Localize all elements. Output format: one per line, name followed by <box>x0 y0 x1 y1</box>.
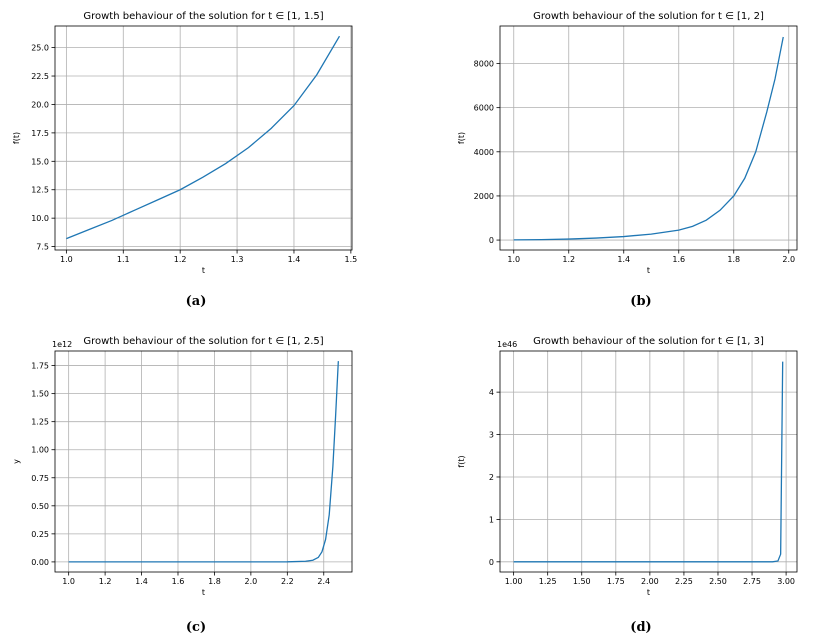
panel-caption: (d) <box>630 620 651 635</box>
x-tick-label: 1.50 <box>573 577 591 586</box>
x-tick-label: 2.00 <box>641 577 659 586</box>
y-tick-label: 12.5 <box>31 186 49 195</box>
y-tick-label: 1.75 <box>31 362 49 371</box>
y-tick-label: 3 <box>489 431 494 440</box>
series-line <box>513 36 784 241</box>
panel-caption: (b) <box>630 294 651 309</box>
y-tick-label: 0.50 <box>31 502 49 511</box>
x-axis-label: t <box>202 266 205 275</box>
x-tick-label: 2.0 <box>245 577 258 586</box>
y-tick-label: 2 <box>489 473 494 482</box>
x-tick-label: 1.2 <box>174 255 187 264</box>
x-tick-label: 1.3 <box>231 255 244 264</box>
y-tick-label: 1.50 <box>31 390 49 399</box>
y-tick-label: 0 <box>489 558 494 567</box>
series-line <box>66 35 341 240</box>
x-tick-label: 2.2 <box>281 577 294 586</box>
plot-frame <box>54 350 353 573</box>
y-tick-label: 4 <box>489 388 494 397</box>
y-tick-label: 8000 <box>474 60 494 69</box>
plot-frame <box>499 25 798 251</box>
plot-frame <box>499 350 798 573</box>
y-tick-label: 6000 <box>474 104 494 113</box>
chart-panel-c: 1.0 1.2 1.4 1.6 1.8 2.0 2.2 2.4 0.00 0.25 0.50 0.75… <box>12 336 353 635</box>
y-tick-label: 4000 <box>474 148 494 157</box>
y-axis-label: f(t) <box>457 132 466 144</box>
x-tick-label: 1.25 <box>539 577 557 586</box>
chart-title: Growth behaviour of the solution for t ∈… <box>533 336 764 347</box>
x-tick-label: 2.75 <box>743 577 761 586</box>
x-tick-label: 1.4 <box>135 577 148 586</box>
x-tick-label: 2.4 <box>317 577 330 586</box>
plot-frame <box>54 25 353 251</box>
x-tick-label: 2.0 <box>782 255 795 264</box>
x-tick-label: 1.0 <box>507 255 520 264</box>
x-axis-label: t <box>647 588 650 597</box>
y-tick-label: 0 <box>489 236 494 245</box>
y-tick-label: 7.5 <box>36 243 49 252</box>
x-tick-label: 2.50 <box>709 577 727 586</box>
y-tick-label: 17.5 <box>31 129 49 138</box>
y-tick-label: 1.00 <box>31 446 49 455</box>
series-line <box>68 361 339 563</box>
y-offset-text: 1e12 <box>52 340 72 349</box>
panel-caption: (a) <box>186 294 207 309</box>
y-axis-label: y <box>12 459 21 464</box>
series-line <box>513 361 784 563</box>
x-tick-label: 3.00 <box>777 577 795 586</box>
y-axis-label: f(t) <box>457 455 466 467</box>
y-offset-text: 1e46 <box>497 340 517 349</box>
x-tick-label: 1.4 <box>617 255 630 264</box>
chart-panel-b: 1.0 1.2 1.4 1.6 1.8 2.0 0 2000 4000 6000 8000 Growt… <box>457 11 798 309</box>
chart-panel-d: 1.00 1.25 1.50 1.75 2.00 2.25 2.50 2.75 3.00 0 1 2 3… <box>457 336 798 635</box>
y-tick-label: 22.5 <box>31 72 49 81</box>
x-tick-label: 1.5 <box>344 255 357 264</box>
x-tick-label: 1.6 <box>172 577 185 586</box>
chart-title: Growth behaviour of the solution for t ∈… <box>533 11 764 22</box>
y-tick-label: 1 <box>489 515 494 524</box>
y-tick-label: 0.00 <box>31 558 49 567</box>
y-tick-label: 1.25 <box>31 418 49 427</box>
x-tick-label: 1.2 <box>99 577 112 586</box>
x-tick-label: 1.0 <box>60 255 73 264</box>
chart-title: Growth behaviour of the solution for t ∈… <box>83 11 323 22</box>
y-tick-label: 15.0 <box>31 157 49 166</box>
x-tick-label: 2.25 <box>675 577 693 586</box>
y-tick-label: 0.75 <box>31 474 49 483</box>
x-tick-label: 1.6 <box>672 255 685 264</box>
y-tick-label: 2000 <box>474 192 494 201</box>
x-axis-label: t <box>202 588 205 597</box>
y-tick-label: 10.0 <box>31 214 49 223</box>
x-axis-label: t <box>647 266 650 275</box>
x-tick-label: 1.4 <box>288 255 301 264</box>
x-tick-label: 1.75 <box>607 577 625 586</box>
y-tick-label: 25.0 <box>31 44 49 53</box>
chart-panel-a: 1.0 1.1 1.2 1.3 1.4 1.5 7.5 10.0 12.5 15.0 17.5 20.… <box>12 11 357 309</box>
y-axis-label: f(t) <box>12 132 21 144</box>
y-tick-label: 20.0 <box>31 100 49 109</box>
x-tick-label: 1.0 <box>62 577 75 586</box>
panel-caption: (c) <box>186 620 206 635</box>
x-tick-label: 1.8 <box>208 577 221 586</box>
x-tick-label: 1.2 <box>562 255 575 264</box>
y-tick-label: 0.25 <box>31 530 49 539</box>
chart-title: Growth behaviour of the solution for t ∈… <box>83 336 323 347</box>
x-tick-label: 1.00 <box>505 577 523 586</box>
x-tick-label: 1.1 <box>117 255 130 264</box>
x-tick-label: 1.8 <box>727 255 740 264</box>
